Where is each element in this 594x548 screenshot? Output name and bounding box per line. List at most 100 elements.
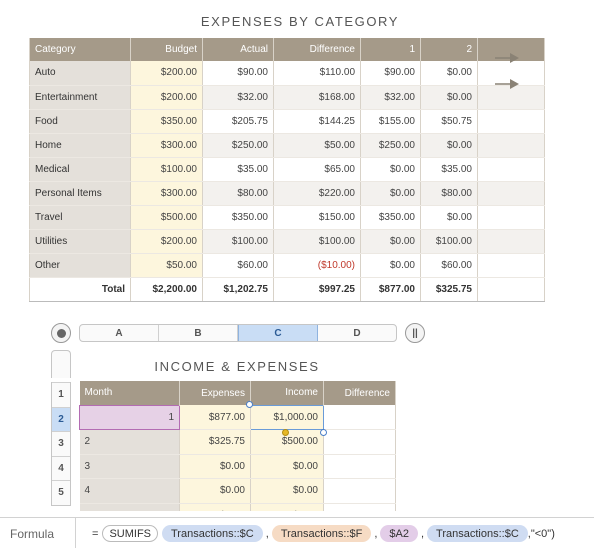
header-actual[interactable]: Actual (202, 38, 274, 61)
table-cell[interactable]: $500.00 (130, 205, 203, 230)
table-cell[interactable]: $350.00 (202, 205, 274, 230)
table-cell[interactable]: $0.00 (420, 85, 478, 110)
table-cell[interactable]: 5 (79, 503, 180, 511)
table-cell[interactable]: $90.00 (202, 61, 274, 86)
table-cell[interactable]: Entertainment (29, 85, 131, 110)
total-cell[interactable]: $877.00 (360, 276, 421, 302)
pause-icon[interactable]: || (405, 323, 425, 343)
header-month-2[interactable]: 2 (420, 38, 478, 61)
table-cell[interactable]: $0.00 (179, 503, 251, 511)
table-cell[interactable]: $110.00 (273, 61, 361, 86)
column-header-d[interactable]: D (353, 327, 361, 339)
table-cell[interactable]: $80.00 (420, 181, 478, 206)
row-header-1[interactable]: 1 (52, 382, 70, 407)
row-header-3[interactable]: 3 (52, 431, 70, 456)
table-cell[interactable]: $200.00 (130, 85, 203, 110)
table-cell[interactable] (477, 205, 545, 230)
table-cell[interactable]: Food (29, 109, 131, 134)
table-cell[interactable]: $250.00 (360, 133, 421, 158)
table-cell[interactable]: $50.00 (130, 253, 203, 278)
header-budget[interactable]: Budget (130, 38, 203, 61)
table-cell[interactable]: Utilities (29, 229, 131, 254)
table-cell[interactable]: $155.00 (360, 109, 421, 134)
table-cell[interactable]: $60.00 (202, 253, 274, 278)
table-cell[interactable]: $0.00 (360, 253, 421, 278)
header-difference[interactable]: Difference (323, 381, 396, 405)
selection-handle-top[interactable] (246, 401, 253, 408)
table-cell[interactable]: $144.25 (273, 109, 361, 134)
table-cell[interactable] (477, 109, 545, 134)
table-cell[interactable]: $100.00 (420, 229, 478, 254)
table-cell[interactable]: $0.00 (250, 503, 324, 511)
table-cell[interactable]: $65.00 (273, 157, 361, 182)
selection-handle-bottom[interactable] (320, 429, 327, 436)
table-cell[interactable]: $0.00 (420, 205, 478, 230)
table-cell[interactable]: $0.00 (360, 157, 421, 182)
table-cell[interactable]: Auto (29, 61, 131, 86)
table-cell[interactable]: $200.00 (130, 229, 203, 254)
table-cell[interactable]: $0.00 (360, 181, 421, 206)
header-category[interactable]: Category (29, 38, 131, 61)
row-header-4[interactable]: 4 (52, 455, 70, 480)
column-header-b[interactable]: B (159, 325, 238, 341)
table-cell[interactable]: Medical (29, 157, 131, 182)
table-cell[interactable]: $205.75 (202, 109, 274, 134)
table-cell[interactable]: $50.75 (420, 109, 478, 134)
table-cell[interactable]: $168.00 (273, 85, 361, 110)
formula-function-token[interactable]: SUMIFS (102, 525, 158, 542)
table-cell[interactable]: $300.00 (130, 133, 203, 158)
table-cell[interactable] (477, 85, 545, 110)
table-cell[interactable]: 1 (79, 404, 180, 430)
total-cell[interactable]: $997.25 (273, 276, 361, 302)
table-cell[interactable]: $60.00 (420, 253, 478, 278)
formula-arg-token[interactable]: $A2 (380, 525, 418, 542)
table-cell[interactable]: $100.00 (202, 229, 274, 254)
table-cell[interactable]: 3 (79, 454, 180, 479)
table-cell[interactable]: $100.00 (273, 229, 361, 254)
header-month[interactable]: Month (79, 381, 180, 405)
header-expenses[interactable]: Expenses (179, 381, 251, 405)
table-cell[interactable]: $150.00 (273, 205, 361, 230)
table-cell[interactable] (323, 429, 396, 455)
row-header-5[interactable]: 5 (52, 480, 70, 505)
table-cell[interactable]: $90.00 (360, 61, 421, 86)
table-cell[interactable]: $0.00 (179, 454, 251, 479)
row-header-2[interactable]: 2 (52, 406, 70, 431)
table-cell[interactable] (477, 181, 545, 206)
table-cell[interactable]: $500.00 (250, 429, 324, 455)
table-cell[interactable]: $350.00 (360, 205, 421, 230)
row-header-top[interactable] (51, 350, 71, 378)
table-cell[interactable] (477, 276, 545, 302)
table-cell[interactable]: Personal Items (29, 181, 131, 206)
table-cell[interactable]: $220.00 (273, 181, 361, 206)
table-cell[interactable]: Travel (29, 205, 131, 230)
table-cell[interactable]: $300.00 (130, 181, 203, 206)
table-cell[interactable]: ($10.00) (273, 253, 361, 278)
table-cell[interactable]: $325.75 (179, 429, 251, 455)
table-cell[interactable]: $35.00 (202, 157, 274, 182)
formula-arg-token[interactable]: Transactions::$C (427, 525, 528, 542)
total-cell[interactable]: $325.75 (420, 276, 478, 302)
header-difference[interactable]: Difference (273, 38, 361, 61)
table-cell[interactable] (477, 157, 545, 182)
formula-editor[interactable]: = SUMIFS Transactions::$C , Transactions… (92, 525, 555, 542)
table-cell[interactable]: $0.00 (420, 133, 478, 158)
header-income[interactable]: Income (250, 381, 324, 405)
table-cell[interactable]: $1,000.00 (250, 404, 324, 430)
table-cell[interactable]: $877.00 (179, 405, 251, 430)
table-cell[interactable]: 4 (79, 478, 180, 504)
table-cell[interactable]: $32.00 (360, 85, 421, 110)
table-cell[interactable]: $200.00 (130, 61, 203, 86)
table-cell[interactable]: $0.00 (179, 478, 251, 504)
table-cell[interactable]: $32.00 (202, 85, 274, 110)
total-label[interactable]: Total (29, 276, 131, 302)
table-cell[interactable]: $350.00 (130, 109, 203, 134)
table-cell[interactable]: $35.00 (420, 157, 478, 182)
formula-arg-token[interactable]: Transactions::$C (162, 525, 263, 542)
select-all-table-button[interactable] (51, 323, 71, 343)
header-empty[interactable] (477, 38, 545, 61)
selection-handle-fill[interactable] (282, 429, 289, 436)
table-cell[interactable] (477, 133, 545, 158)
formula-arg-token[interactable]: Transactions::$F (271, 525, 372, 542)
table-cell[interactable] (323, 503, 396, 511)
